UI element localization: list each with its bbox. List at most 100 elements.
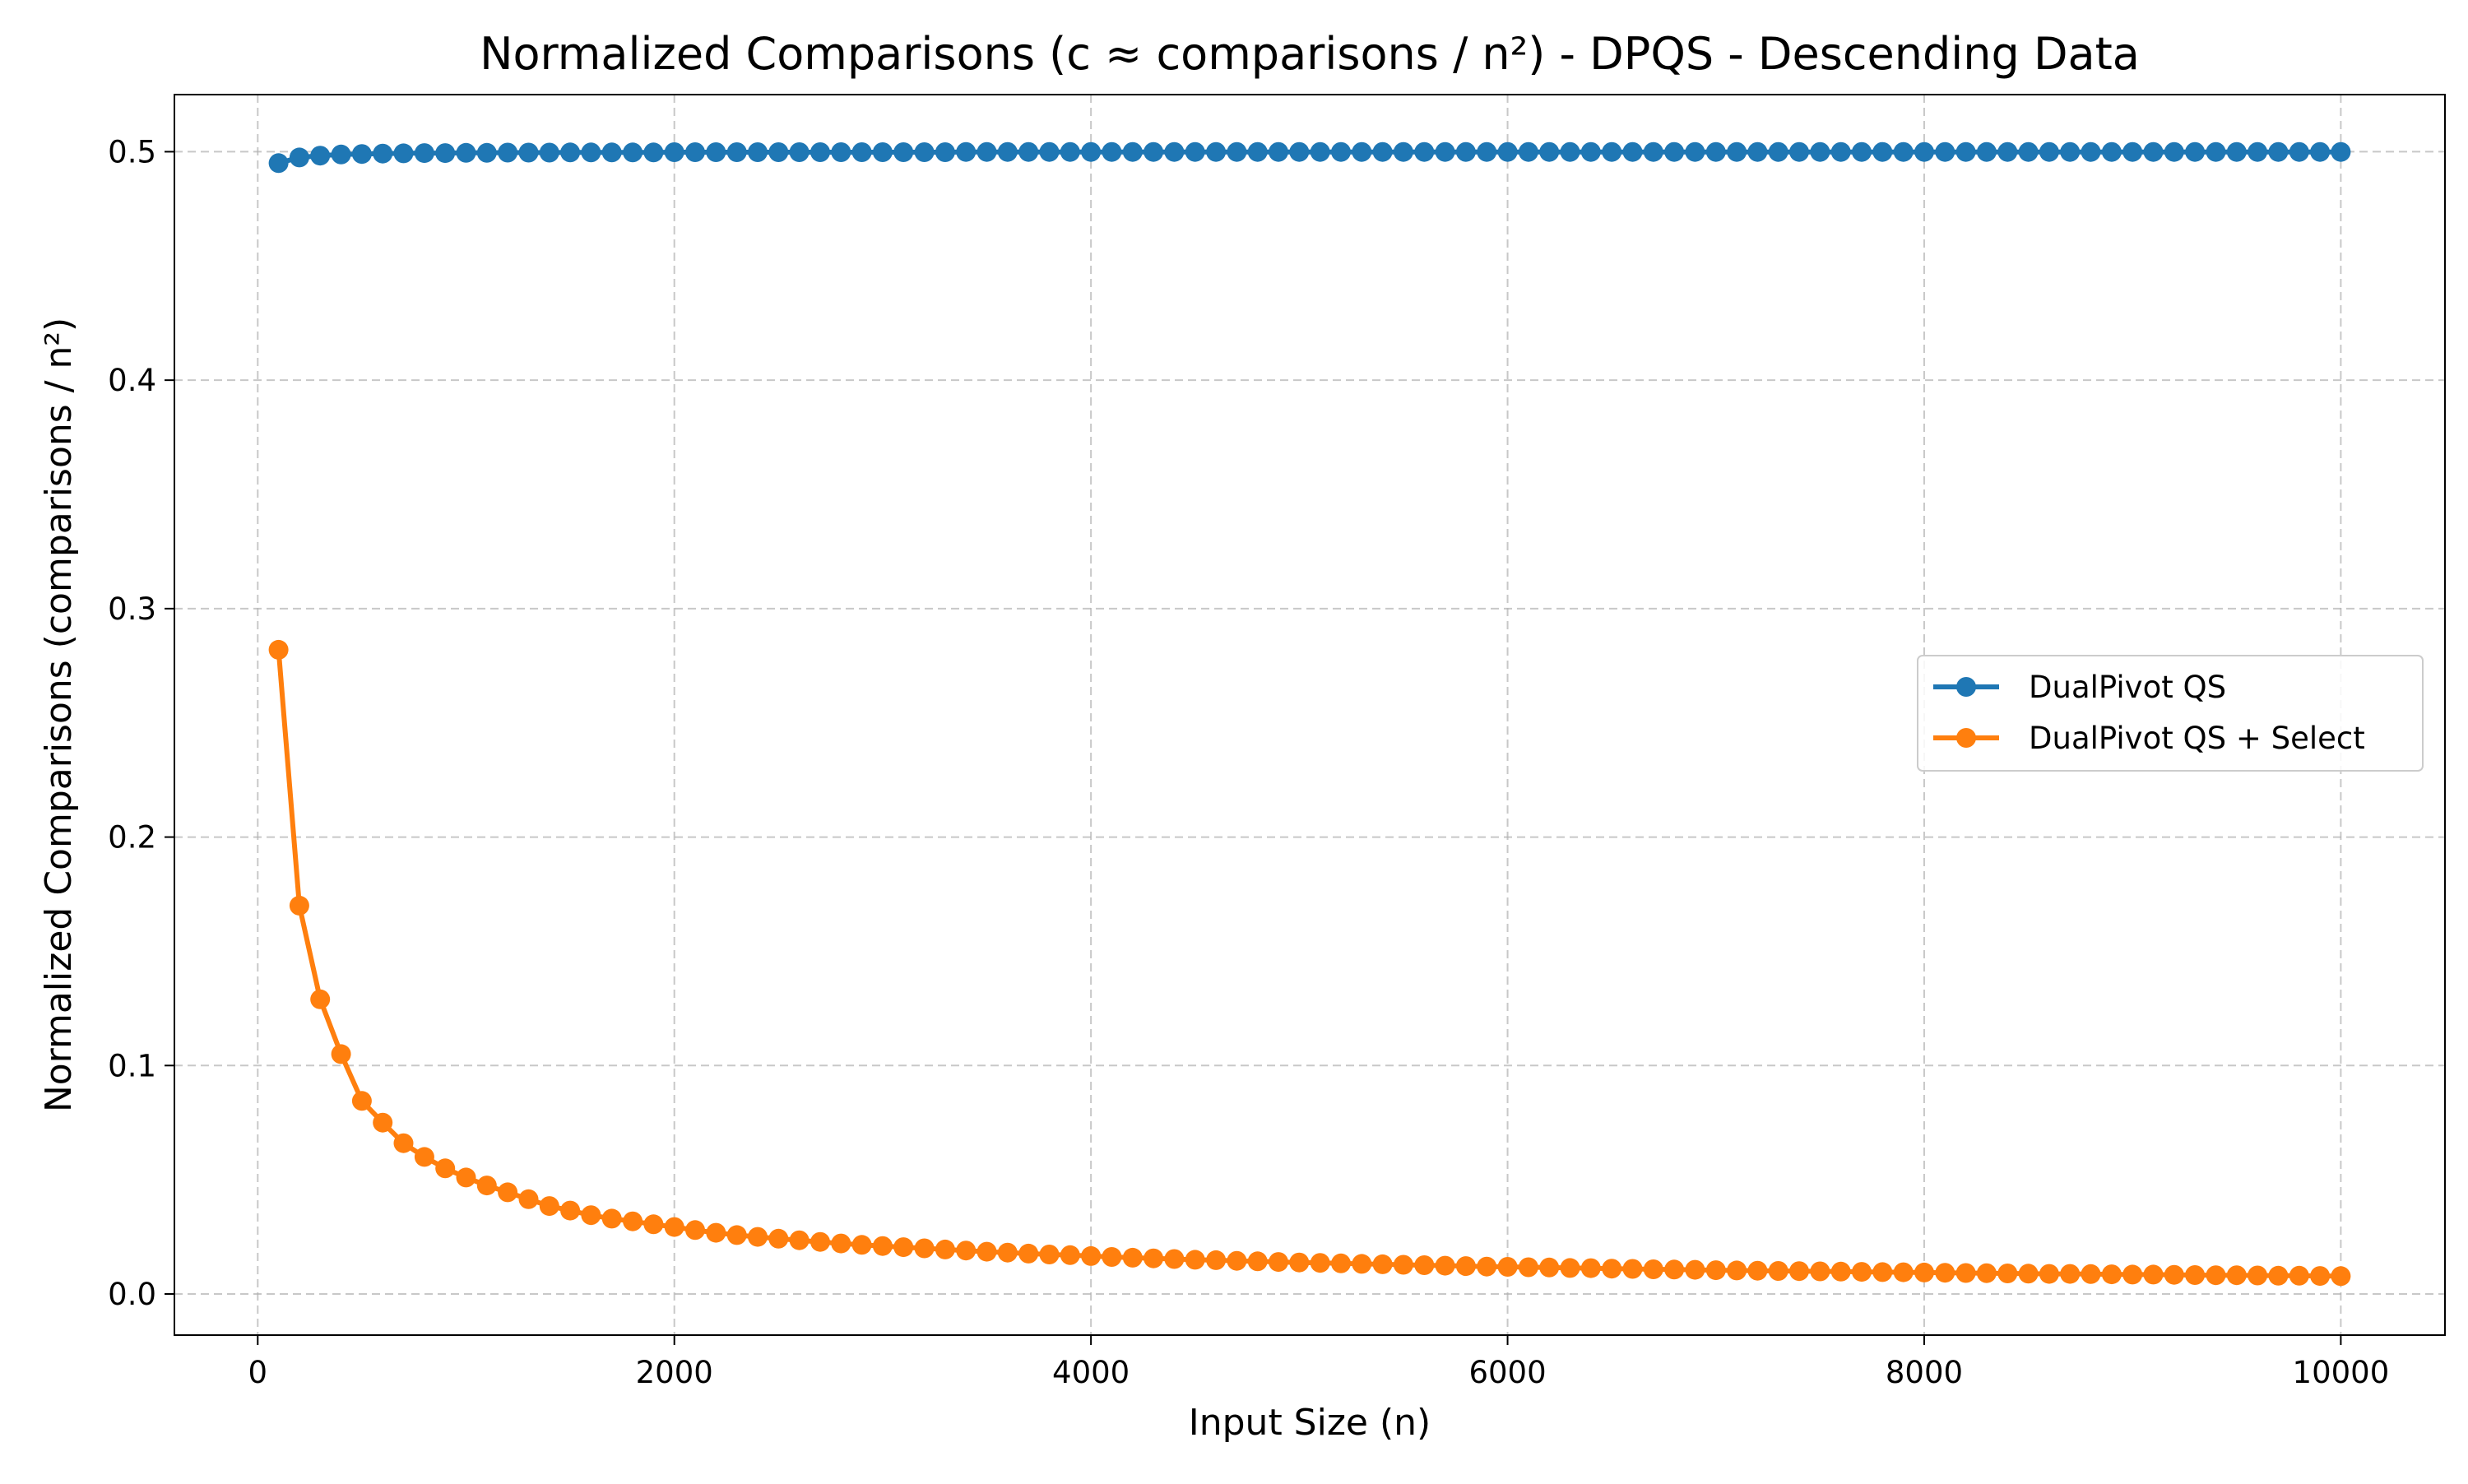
data-point-dualpivot-qs: [2268, 141, 2289, 162]
data-point-dualpivot-qs-select: [456, 1167, 476, 1188]
data-point-dualpivot-qs-select: [1060, 1245, 1080, 1265]
axis-ticks: 0 2000 4000 6000 8000 10000 0.0 0.1 0.2 0.3 0.4 0.5: [108, 134, 2389, 1390]
data-point-dualpivot-qs-select: [2143, 1264, 2164, 1285]
data-point-dualpivot-qs: [1664, 141, 1685, 162]
x-tick-label: 8000: [1886, 1355, 1963, 1390]
x-tick-label: 10000: [2293, 1355, 2390, 1390]
data-point-dualpivot-qs: [1414, 141, 1435, 162]
data-point-dualpivot-qs-select: [476, 1176, 497, 1196]
data-point-dualpivot-qs: [601, 142, 622, 163]
data-point-dualpivot-qs: [539, 142, 559, 163]
data-point-dualpivot-qs-select: [872, 1236, 893, 1256]
data-point-dualpivot-qs: [748, 142, 768, 162]
data-point-dualpivot-qs-select: [2164, 1264, 2184, 1285]
data-point-dualpivot-qs: [310, 146, 331, 166]
y-tick-label: 0.5: [108, 134, 156, 169]
data-point-dualpivot-qs-select: [1435, 1255, 1455, 1276]
data-point-dualpivot-qs-select: [518, 1189, 539, 1209]
data-point-dualpivot-qs: [2081, 141, 2101, 162]
data-point-dualpivot-qs-select: [1414, 1255, 1435, 1275]
data-point-dualpivot-qs-select: [435, 1158, 456, 1179]
data-point-dualpivot-qs-select: [1685, 1259, 1705, 1280]
data-point-dualpivot-qs-select: [748, 1227, 768, 1247]
series-line-dualpivot-qs-select: [276, 649, 2341, 1279]
data-point-dualpivot-qs-select: [664, 1217, 684, 1237]
data-point-dualpivot-qs-select: [373, 1112, 393, 1133]
data-point-dualpivot-qs-select: [1518, 1257, 1538, 1278]
data-point-dualpivot-qs-select: [1477, 1256, 1497, 1277]
data-point-dualpivot-qs-select: [1747, 1260, 1768, 1281]
legend-item-dualpivot-qs-select: DualPivot QS + Select: [1933, 721, 2365, 756]
data-point-dualpivot-qs: [560, 142, 581, 163]
data-point-dualpivot-qs: [1185, 141, 1205, 162]
data-point-dualpivot-qs: [1497, 141, 1518, 162]
data-point-dualpivot-qs: [1018, 141, 1039, 162]
data-point-dualpivot-qs: [476, 142, 497, 163]
data-point-dualpivot-qs: [1747, 141, 1768, 162]
legend-label-dualpivot-qs-select: DualPivot QS + Select: [2029, 721, 2365, 756]
data-point-dualpivot-qs-select: [1852, 1262, 1872, 1282]
data-point-dualpivot-qs-select: [1018, 1243, 1039, 1264]
data-point-dualpivot-qs: [1560, 141, 1580, 162]
data-point-dualpivot-qs-select: [1643, 1259, 1663, 1279]
data-point-dualpivot-qs: [1164, 141, 1185, 162]
data-point-dualpivot-qs-select: [789, 1230, 810, 1250]
plot-area: [268, 141, 2351, 1287]
y-tick-label: 0.1: [108, 1048, 156, 1083]
data-point-dualpivot-qs: [643, 142, 664, 163]
data-point-dualpivot-qs: [1331, 141, 1351, 162]
data-point-dualpivot-qs: [831, 142, 851, 162]
data-point-dualpivot-qs: [2185, 141, 2206, 162]
data-point-dualpivot-qs-select: [1497, 1257, 1518, 1277]
data-point-dualpivot-qs: [623, 142, 643, 163]
data-point-dualpivot-qs-select: [643, 1214, 664, 1235]
data-point-dualpivot-qs: [2101, 141, 2122, 162]
data-point-dualpivot-qs: [1580, 141, 1601, 162]
data-point-dualpivot-qs: [2289, 141, 2309, 162]
data-point-dualpivot-qs: [2248, 141, 2268, 162]
data-point-dualpivot-qs-select: [1352, 1254, 1372, 1274]
data-point-dualpivot-qs-select: [977, 1241, 997, 1262]
data-point-dualpivot-qs-select: [2081, 1264, 2101, 1284]
data-point-dualpivot-qs: [1539, 141, 1560, 162]
data-point-dualpivot-qs-select: [351, 1091, 372, 1111]
data-point-dualpivot-qs: [435, 143, 456, 164]
data-point-dualpivot-qs: [1310, 141, 1330, 162]
data-point-dualpivot-qs-select: [1206, 1250, 1227, 1270]
data-point-dualpivot-qs-select: [685, 1220, 705, 1241]
data-point-dualpivot-qs-select: [1122, 1247, 1143, 1268]
data-point-dualpivot-qs: [1122, 141, 1143, 162]
data-point-dualpivot-qs-select: [1664, 1259, 1685, 1280]
legend-marker-dualpivot-qs: [1956, 677, 1976, 697]
legend-box: [1917, 655, 2424, 772]
data-point-dualpivot-qs: [1455, 141, 1476, 162]
data-point-dualpivot-qs: [414, 143, 434, 164]
data-point-dualpivot-qs-select: [768, 1228, 789, 1249]
data-point-dualpivot-qs-select: [310, 989, 331, 1009]
data-point-dualpivot-qs: [581, 142, 601, 163]
data-point-dualpivot-qs: [1393, 141, 1413, 162]
data-point-dualpivot-qs-select: [2039, 1264, 2059, 1284]
data-point-dualpivot-qs-select: [1997, 1264, 2018, 1283]
data-point-dualpivot-qs-select: [956, 1241, 977, 1261]
data-point-dualpivot-qs-select: [2331, 1266, 2351, 1287]
x-tick-label: 0: [248, 1355, 268, 1390]
data-point-dualpivot-qs-select: [1810, 1261, 1830, 1282]
data-point-dualpivot-qs: [1247, 141, 1268, 162]
data-point-dualpivot-qs-select: [1727, 1260, 1747, 1281]
data-point-dualpivot-qs: [1352, 141, 1372, 162]
data-point-dualpivot-qs-select: [1081, 1245, 1102, 1266]
data-point-dualpivot-qs: [518, 142, 539, 163]
data-point-dualpivot-qs-select: [2268, 1265, 2289, 1286]
data-point-dualpivot-qs: [331, 144, 351, 165]
data-point-dualpivot-qs: [456, 142, 476, 163]
data-point-dualpivot-qs: [1039, 141, 1060, 162]
data-point-dualpivot-qs: [2060, 141, 2081, 162]
data-point-dualpivot-qs-select: [1914, 1262, 1934, 1282]
x-tick-label: 2000: [636, 1355, 713, 1390]
data-point-dualpivot-qs-select: [2226, 1265, 2247, 1286]
data-point-dualpivot-qs-select: [893, 1237, 914, 1258]
data-point-dualpivot-qs: [1602, 141, 1622, 162]
